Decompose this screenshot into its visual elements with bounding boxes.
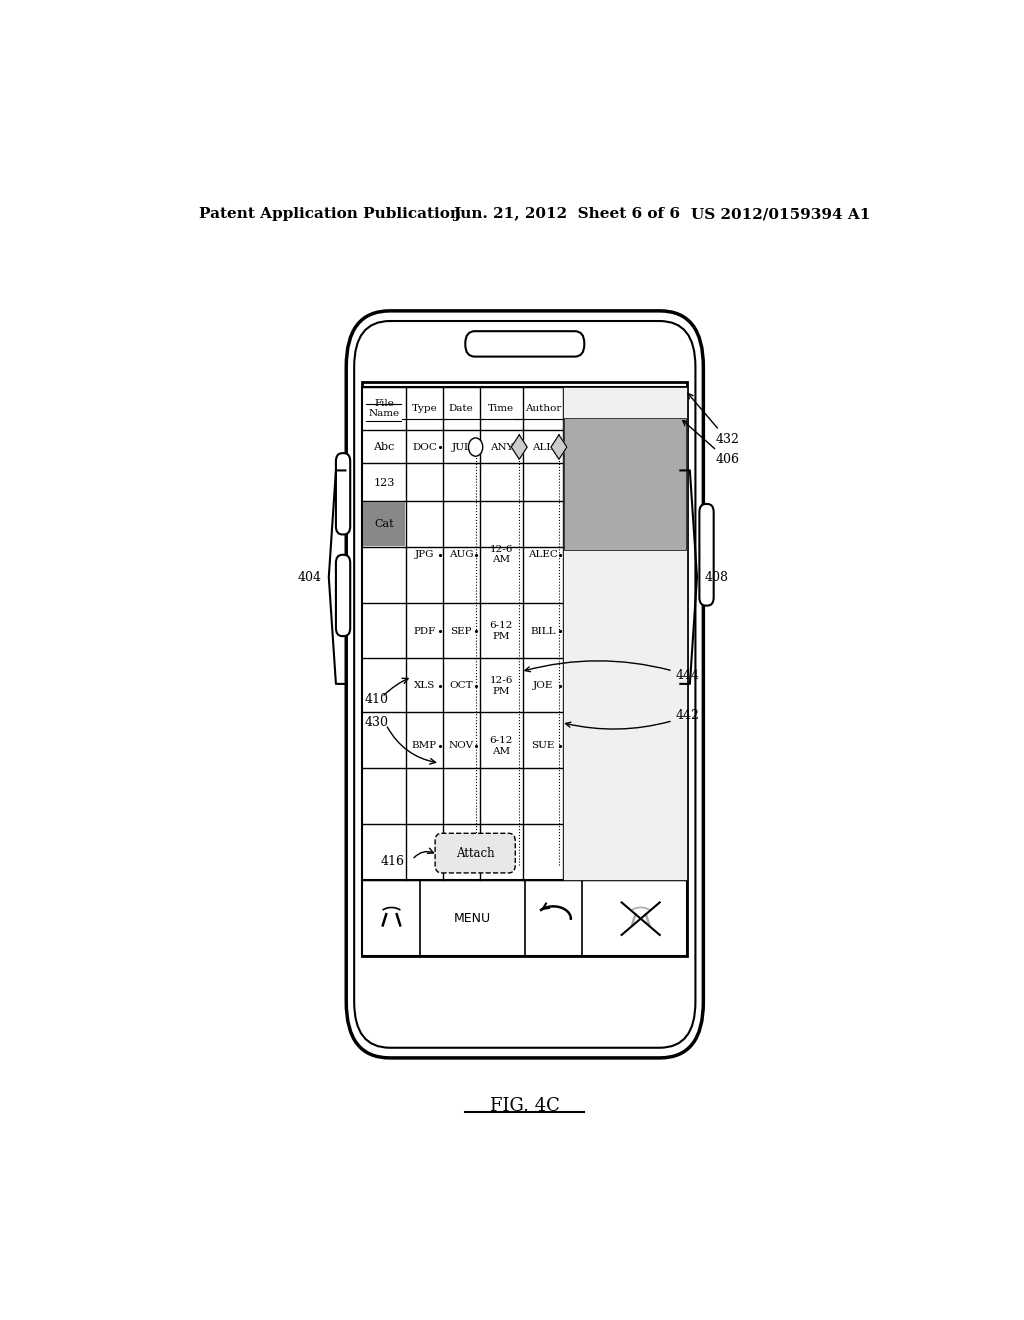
Text: 12-6
AM: 12-6 AM [489, 545, 513, 565]
Text: JPG: JPG [415, 550, 434, 560]
Text: Author: Author [525, 404, 561, 413]
Text: 442: 442 [565, 709, 699, 729]
Text: SUE: SUE [531, 742, 555, 750]
Text: 416: 416 [380, 855, 404, 869]
Text: 404: 404 [298, 570, 322, 583]
Bar [362, 381, 687, 956]
FancyBboxPatch shape [354, 321, 695, 1048]
FancyBboxPatch shape [465, 331, 585, 356]
Text: JOE: JOE [532, 681, 553, 690]
Text: Type: Type [412, 404, 437, 413]
Text: 123: 123 [374, 478, 394, 487]
Bar [362, 502, 404, 545]
Polygon shape [551, 434, 567, 459]
Text: File
Name: File Name [369, 399, 399, 418]
Text: US 2012/0159394 A1: US 2012/0159394 A1 [691, 207, 870, 222]
Circle shape [468, 438, 482, 457]
Text: ANY: ANY [489, 442, 513, 451]
Bar [564, 417, 686, 549]
FancyBboxPatch shape [336, 453, 350, 535]
Text: Time: Time [488, 404, 514, 413]
Text: FIG. 4C: FIG. 4C [489, 1097, 560, 1114]
Bar [362, 880, 687, 956]
Polygon shape [511, 434, 527, 459]
Text: 444: 444 [525, 661, 699, 682]
Text: BILL: BILL [530, 627, 556, 635]
Text: 430: 430 [365, 715, 388, 729]
Text: 410: 410 [365, 693, 388, 706]
Text: SEP: SEP [451, 627, 472, 635]
Text: 408: 408 [705, 570, 728, 583]
Bar [563, 387, 687, 880]
Text: Jun. 21, 2012  Sheet 6 of 6: Jun. 21, 2012 Sheet 6 of 6 [454, 207, 680, 222]
Bar [362, 387, 687, 880]
FancyBboxPatch shape [336, 554, 350, 636]
Text: XLS: XLS [414, 681, 435, 690]
FancyBboxPatch shape [699, 504, 714, 606]
Text: BMP: BMP [412, 742, 437, 750]
Text: DOC: DOC [412, 442, 437, 451]
Text: 6-12
PM: 6-12 PM [489, 622, 513, 640]
Text: AUG: AUG [449, 550, 474, 560]
Text: 12-6
PM: 12-6 PM [489, 676, 513, 696]
Text: Abc: Abc [374, 442, 394, 451]
Text: MENU: MENU [454, 912, 490, 925]
Text: ALL: ALL [532, 442, 554, 451]
Text: Date: Date [449, 404, 474, 413]
Text: ALEC: ALEC [528, 550, 558, 560]
Text: OCT: OCT [450, 681, 473, 690]
Text: Attach: Attach [457, 847, 495, 861]
Text: NOV: NOV [449, 742, 474, 750]
Text: 432: 432 [688, 393, 739, 446]
Text: PDF: PDF [414, 627, 435, 635]
Text: Patent Application Publication: Patent Application Publication [200, 207, 462, 222]
FancyBboxPatch shape [435, 833, 515, 873]
Text: 406: 406 [683, 421, 739, 466]
Text: Dog: Dog [373, 561, 395, 572]
FancyBboxPatch shape [346, 312, 703, 1057]
Text: JUL: JUL [452, 442, 471, 451]
Text: Cat: Cat [374, 519, 394, 529]
Text: 6-12
AM: 6-12 AM [489, 737, 513, 755]
